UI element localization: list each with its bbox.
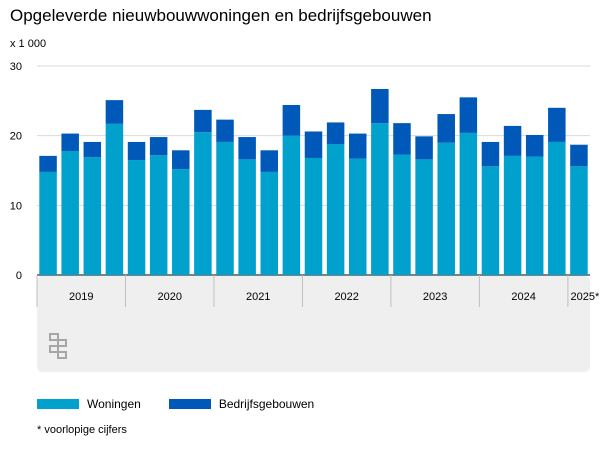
bar-woningen	[393, 154, 411, 275]
legend-item-bedrijfsgebouwen: Bedrijfsgebouwen	[168, 397, 315, 411]
bar-woningen	[172, 169, 190, 275]
bar-bedrijfsgebouwen	[348, 133, 367, 159]
tick-labels: 0 10 20 30 2019 2020 2021 2022 2023 2024 2025*	[10, 61, 600, 303]
bar-woningen	[39, 171, 57, 275]
bar-bedrijfsgebouwen	[326, 122, 345, 145]
bar-woningen	[216, 141, 234, 275]
bar-woningen	[459, 132, 478, 275]
legend-swatch-woningen	[37, 399, 79, 409]
bar-woningen	[348, 158, 367, 275]
bar-woningen	[371, 123, 389, 275]
bar-bedrijfsgebouwen	[371, 88, 389, 124]
legend-swatch-bedrijfsgebouwen	[168, 399, 211, 409]
bar-woningen	[260, 171, 279, 275]
x-tick-label: 2023	[423, 291, 447, 303]
bar-bedrijfsgebouwen	[282, 105, 301, 136]
bar-bedrijfsgebouwen	[172, 150, 190, 170]
bar-woningen	[503, 155, 522, 275]
x-tick-label: 2025*	[571, 291, 600, 303]
bar-bedrijfsgebouwen	[304, 131, 323, 158]
bar-bedrijfsgebouwen	[149, 137, 168, 156]
x-tick-label: 2021	[246, 291, 270, 303]
x-axis-band	[37, 276, 590, 372]
legend: Woningen Bedrijfsgebouwen	[37, 397, 342, 411]
bar-woningen	[437, 142, 455, 275]
x-tick-label: 2019	[69, 291, 93, 303]
bar-bedrijfsgebouwen	[548, 107, 566, 142]
bar-bedrijfsgebouwen	[83, 141, 102, 158]
bar-woningen	[304, 157, 323, 275]
x-tick-label: 2022	[334, 291, 358, 303]
bar-bedrijfsgebouwen	[503, 125, 522, 156]
bar-bedrijfsgebouwen	[437, 114, 455, 143]
legend-label-woningen: Woningen	[87, 397, 141, 411]
bar-woningen	[525, 156, 544, 275]
bar-bedrijfsgebouwen	[481, 141, 500, 167]
bar-woningen	[83, 157, 102, 275]
legend-item-woningen: Woningen	[37, 397, 141, 411]
bar-bedrijfsgebouwen	[459, 97, 478, 133]
chart-title: Opgeleverde nieuwbouwwoningen en bedrijf…	[10, 6, 432, 25]
bar-woningen	[105, 123, 124, 275]
bar-bedrijfsgebouwen	[127, 141, 146, 161]
bar-bedrijfsgebouwen	[194, 109, 212, 133]
bar-bedrijfsgebouwen	[39, 155, 57, 172]
y-tick-label: 0	[16, 270, 22, 282]
legend-label-bedrijfsgebouwen: Bedrijfsgebouwen	[218, 397, 315, 411]
y-tick-label: 20	[10, 131, 22, 143]
bar-woningen	[282, 135, 301, 275]
bar-woningen	[548, 141, 566, 275]
bar-woningen	[415, 159, 433, 275]
y-tick-label: 30	[10, 61, 22, 73]
bar-woningen	[238, 159, 256, 275]
bar-woningen	[481, 166, 500, 275]
bar-woningen	[570, 166, 588, 275]
bar-bedrijfsgebouwen	[238, 137, 256, 160]
bar-woningen	[61, 150, 79, 275]
bar-bedrijfsgebouwen	[216, 119, 234, 142]
bar-bedrijfsgebouwen	[393, 123, 411, 155]
cbs-logo-icon	[49, 333, 67, 359]
bar-woningen	[194, 132, 212, 275]
bar-woningen	[326, 144, 345, 275]
y-axis-unit-label: x 1 000	[10, 38, 47, 50]
x-tick-label: 2020	[157, 291, 181, 303]
x-tick-label: 2024	[511, 291, 535, 303]
bar-bedrijfsgebouwen	[415, 136, 433, 160]
bar-woningen	[149, 155, 168, 275]
bars	[39, 88, 588, 275]
footnote: * voorlopige cijfers	[37, 424, 127, 436]
bar-bedrijfsgebouwen	[260, 150, 279, 172]
stacked-bar-chart: 0 10 20 30 2019 2020 2021 2022 2023 2024 2025*	[10, 61, 600, 372]
y-tick-label: 10	[10, 200, 22, 212]
bar-bedrijfsgebouwen	[61, 133, 79, 151]
bar-bedrijfsgebouwen	[570, 144, 588, 167]
bar-woningen	[127, 160, 146, 275]
bar-bedrijfsgebouwen	[105, 100, 124, 124]
bar-bedrijfsgebouwen	[525, 134, 544, 157]
